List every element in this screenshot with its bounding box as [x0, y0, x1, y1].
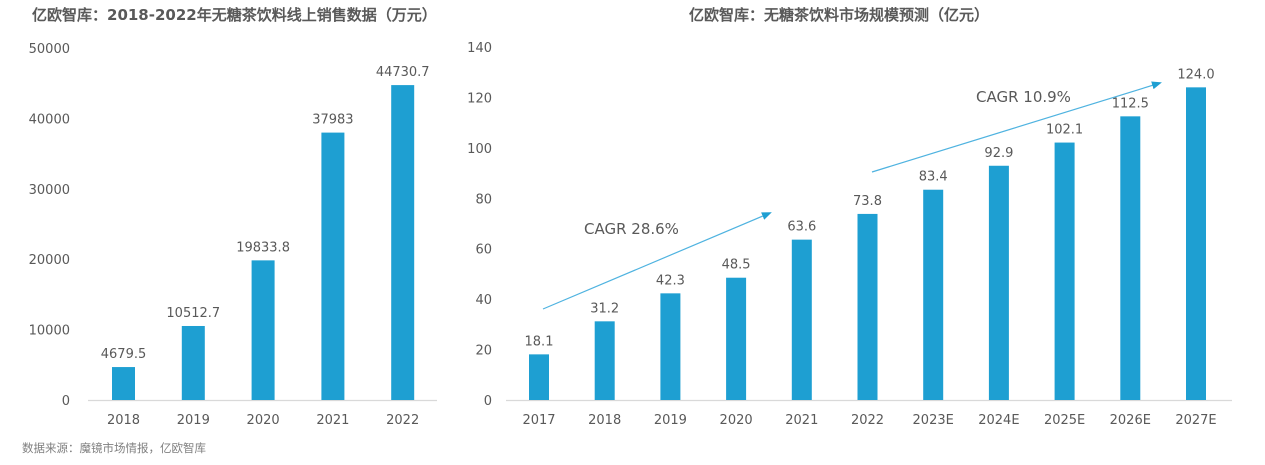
bar — [1120, 116, 1141, 400]
data-label: 48.5 — [722, 258, 751, 273]
x-tick-label: 2018 — [588, 413, 621, 428]
y-tick-label: 10000 — [29, 324, 70, 339]
bar — [321, 132, 345, 401]
bar — [857, 213, 878, 400]
source-note: 数据来源：魔镜市场情报，亿欧智库 — [22, 441, 206, 455]
data-label: 63.6 — [787, 220, 816, 235]
bar — [112, 367, 135, 400]
cagr-annotation: CAGR 28.6% — [584, 220, 679, 238]
y-tick-label: 140 — [467, 41, 492, 56]
x-tick-label: 2022 — [851, 413, 884, 428]
x-tick-label: 2017 — [522, 413, 555, 428]
x-tick-label: 2021 — [316, 413, 349, 428]
y-tick-label: 0 — [484, 394, 492, 409]
bar — [923, 189, 944, 400]
right-chart: 0 20 40 60 80 100 120 140 18.1 2017 31.2 2018 42.3 20… — [467, 41, 1232, 428]
y-tick-label: 40 — [475, 293, 492, 308]
bar — [726, 277, 747, 400]
bar — [251, 260, 275, 400]
right-chart-title: 亿欧智库：无糖茶饮料市场规模预测（亿元） — [689, 6, 990, 24]
data-label: 92.9 — [984, 146, 1013, 161]
x-tick-label: 2019 — [654, 413, 687, 428]
data-label: 112.5 — [1112, 96, 1149, 111]
y-tick-label: 20000 — [29, 253, 70, 268]
cagr-annotation: CAGR 10.9% — [976, 88, 1071, 106]
data-label: 124.0 — [1177, 67, 1214, 82]
x-tick-label: 2026E — [1110, 413, 1151, 428]
x-tick-label: 2020 — [720, 413, 753, 428]
data-label: 44730.7 — [376, 65, 430, 80]
bar — [529, 354, 549, 400]
data-label: 102.1 — [1046, 123, 1083, 138]
y-tick-label: 100 — [467, 142, 492, 157]
data-label: 10512.7 — [166, 306, 220, 321]
bar — [988, 165, 1009, 400]
y-tick-label: 80 — [475, 192, 492, 207]
data-label: 83.4 — [919, 170, 948, 185]
y-tick-label: 20 — [475, 344, 492, 359]
left-chart-title: 亿欧智库：2018-2022年无糖茶饮料线上销售数据（万元） — [32, 6, 437, 24]
data-label: 4679.5 — [101, 347, 147, 362]
bar — [181, 325, 205, 400]
x-tick-label: 2023E — [913, 413, 954, 428]
data-label: 18.1 — [525, 334, 554, 349]
data-label: 73.8 — [853, 194, 882, 209]
x-tick-label: 2025E — [1044, 413, 1085, 428]
x-tick-label: 2018 — [107, 413, 140, 428]
y-tick-label: 0 — [62, 394, 70, 409]
bar — [1054, 142, 1075, 401]
x-tick-label: 2022 — [386, 413, 419, 428]
bar — [391, 85, 415, 400]
data-label: 31.2 — [590, 301, 619, 316]
data-label: 37983 — [312, 113, 353, 128]
x-tick-label: 2021 — [785, 413, 818, 428]
data-label: 19833.8 — [236, 240, 290, 255]
x-tick-label: 2020 — [247, 413, 280, 428]
cagr-arrow — [542, 212, 772, 310]
left-chart: 0 10000 20000 30000 40000 50000 4679.5 2018 1051… — [29, 42, 437, 428]
bar — [1186, 87, 1206, 400]
y-tick-label: 50000 — [29, 42, 70, 57]
bar — [660, 293, 681, 400]
y-tick-label: 60 — [475, 243, 492, 258]
x-tick-label: 2027E — [1175, 413, 1216, 428]
y-tick-label: 120 — [467, 91, 492, 106]
y-tick-label: 40000 — [29, 112, 70, 127]
x-tick-label: 2024E — [978, 413, 1019, 428]
x-tick-label: 2019 — [177, 413, 210, 428]
data-label: 42.3 — [656, 273, 685, 288]
cagr-arrow — [871, 81, 1162, 173]
bar — [791, 239, 812, 400]
bar — [594, 321, 615, 400]
y-tick-label: 30000 — [29, 183, 70, 198]
